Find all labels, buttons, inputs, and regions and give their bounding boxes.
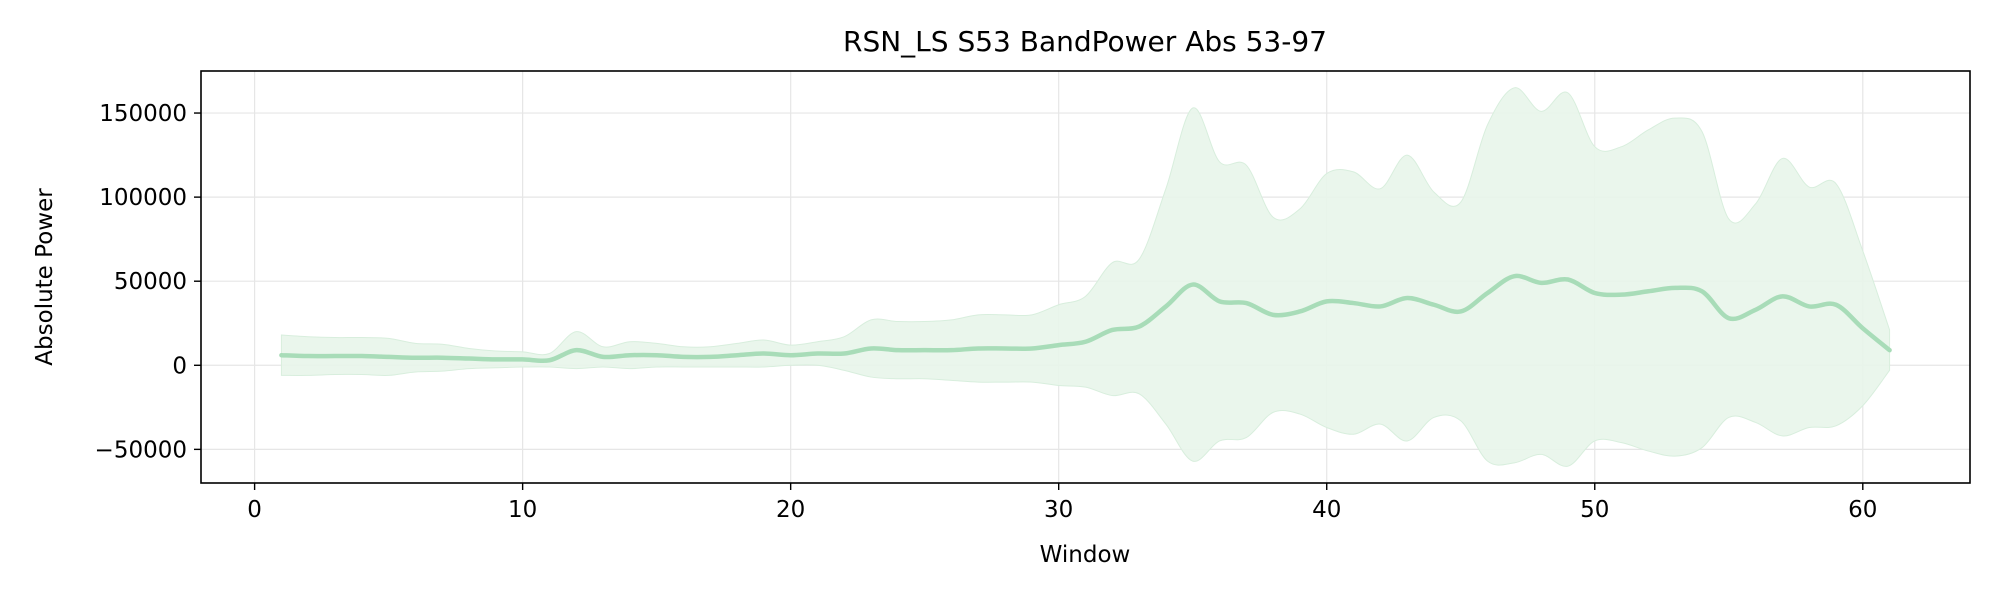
y-tick-label: 50000 [114, 269, 187, 295]
x-tick-label: 0 [247, 497, 262, 523]
y-axis-label: Absolute Power [32, 188, 58, 366]
band-layer [280, 87, 1891, 467]
x-axis-label: Window [1040, 542, 1131, 568]
line-layer [279, 273, 1892, 364]
x-tick-label: 50 [1580, 497, 1609, 523]
x-tick-label: 20 [776, 497, 805, 523]
y-axis: −50000 0 50000 100000 150000 [95, 101, 201, 463]
mean-line [279, 273, 1892, 364]
chart-title: RSN_LS S53 BandPower Abs 53-97 [843, 25, 1327, 58]
x-tick-label: 60 [1848, 497, 1877, 523]
y-tick-label: 0 [172, 353, 187, 379]
y-tick-label: 150000 [99, 101, 187, 127]
y-tick-label: 100000 [99, 185, 187, 211]
plot-frame [200, 70, 1971, 484]
x-axis: 0 10 20 30 40 50 60 [247, 483, 1877, 523]
x-tick-label: 10 [508, 497, 537, 523]
std-band [280, 87, 1891, 467]
x-tick-label: 40 [1312, 497, 1341, 523]
x-tick-label: 30 [1044, 497, 1073, 523]
y-tick-label: −50000 [95, 437, 187, 463]
